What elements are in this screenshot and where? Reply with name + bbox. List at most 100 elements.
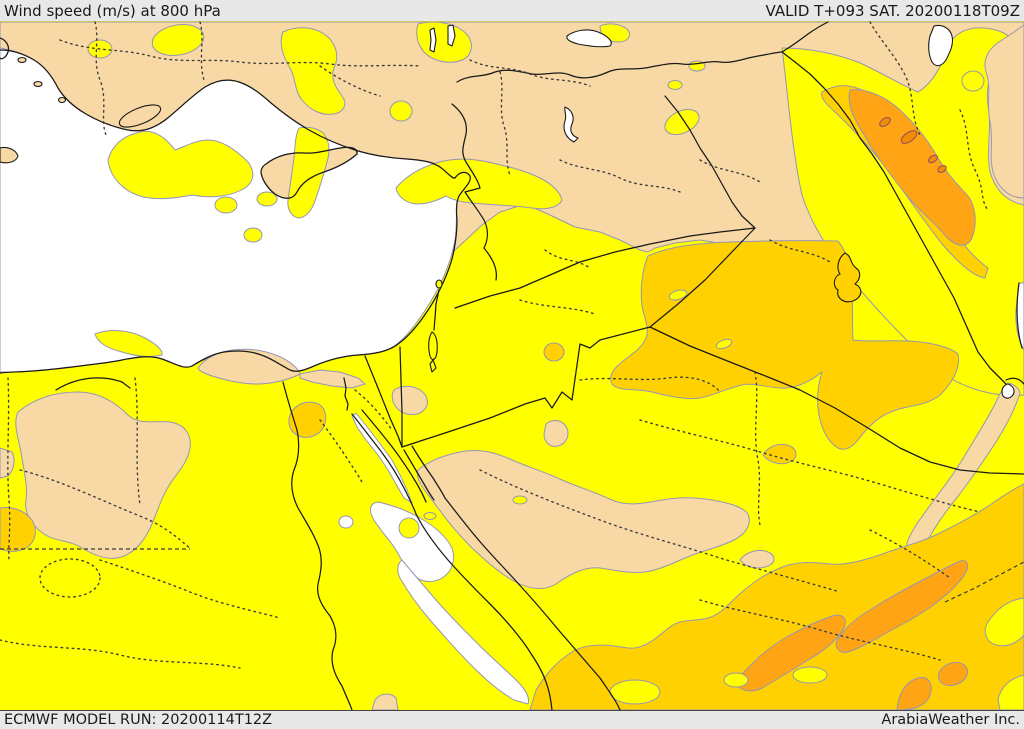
wind-band-orange-northeast [848, 89, 976, 246]
wind-band-orange-southeast [835, 560, 969, 653]
wind-band-gold-patch [543, 342, 565, 362]
wind-band-tan-patch [543, 420, 569, 447]
admin-boundary [19, 377, 191, 549]
admin-boundary [94, 21, 107, 136]
lake-van [566, 29, 612, 48]
suez-canal [343, 377, 349, 411]
wind-band-deep-orange-spot [879, 117, 891, 127]
admin-boundary [559, 159, 761, 193]
sea-of-galilee [435, 279, 443, 289]
admin-boundary [319, 389, 393, 483]
wind-band-yellow-patch [151, 24, 205, 56]
coastline-gulf-of-aqaba [403, 445, 446, 501]
border-turkey-iran [781, 21, 829, 53]
island [33, 80, 43, 88]
border-egypt-israel [364, 355, 403, 448]
admin-boundary [869, 21, 989, 211]
wind-band-tan-patch [371, 693, 399, 710]
lake [429, 27, 437, 53]
admin-boundary [199, 21, 381, 97]
wind-band-yellow-sea-patch [214, 196, 238, 214]
wind-band-yellow-sea-patch [243, 227, 263, 243]
border-turkey-syria-iraq [456, 51, 783, 83]
wind-band-tan-coastal-strip [299, 369, 366, 389]
wind-band-yellow-patch [667, 80, 683, 90]
wind-band-yellow-sea-patch [94, 330, 163, 357]
border-syria-jordan-iraq [454, 227, 756, 328]
forecast-map [0, 21, 1024, 710]
coastline-turkey-levant-egypt [0, 49, 471, 374]
admin-boundary [544, 249, 761, 526]
wind-band-yellow-hole [792, 666, 828, 684]
border-iraq-iran [781, 51, 1013, 391]
island [57, 96, 67, 104]
brand-label: ArabiaWeather Inc. [881, 712, 1020, 728]
wind-band-orange-southeast [734, 614, 846, 692]
gulf-of-suez-white [351, 412, 413, 504]
wind-band-yellow-hole [984, 597, 1024, 647]
wind-band-deep-orange-spot [928, 154, 938, 164]
coastline-kuwait [1005, 282, 1024, 385]
wind-band-tan-patch [739, 549, 775, 569]
wind-speed-map-canvas [0, 21, 1024, 710]
wind-band-yellow-hole [512, 495, 528, 505]
black-contour-egypt [55, 377, 131, 391]
nile-river [282, 381, 353, 710]
lake [447, 24, 456, 47]
island-cyprus-coastline [260, 146, 358, 199]
jordan-river [433, 289, 440, 331]
admin-boundary [0, 559, 281, 669]
wind-band-yellow-hole [997, 674, 1024, 710]
wind-band-yellow-sea-patch [256, 191, 278, 207]
model-run-label: ECMWF MODEL RUN: 20200114T12Z [4, 712, 273, 728]
wind-band-tan-patch [0, 447, 15, 479]
admin-boundary [639, 419, 981, 513]
wind-band-yellow-patch [280, 27, 346, 115]
sea-white-patch [338, 515, 354, 529]
coastline-aegean [0, 37, 10, 60]
border-saudi-iraq-kuwait [649, 326, 1024, 475]
admin-boundary [579, 376, 721, 393]
wind-band-yellow-hole [668, 289, 688, 301]
red-sea-white [397, 559, 529, 705]
lake-urmia [928, 24, 954, 67]
kuwait-bay [1001, 383, 1015, 399]
wind-band-tan-tabuk [416, 449, 750, 589]
wind-band-yellow-sea-patch [107, 130, 254, 200]
wind-band-yellow-hole [398, 517, 420, 539]
wind-band-deep-orange-spot [937, 165, 947, 173]
wind-band-yellow-hole [723, 672, 749, 688]
wind-band-yellow-sea-patch [389, 100, 413, 122]
border-israel-jordan [399, 346, 403, 448]
wind-band-tan-egypt-west [15, 391, 191, 559]
dead-sea [428, 331, 438, 373]
admin-boundary [944, 561, 1024, 603]
wind-band-yellow-hole [609, 679, 661, 705]
wind-band-orange-spot [937, 661, 969, 687]
red-sea-white [370, 501, 455, 582]
wind-band-yellow-sea-patch [287, 126, 330, 219]
wind-band-gold-patch [762, 443, 797, 465]
admin-boundary-libya [7, 377, 11, 561]
map-title: Wind speed (m/s) at 800 hPa [4, 1, 221, 20]
wind-band-yellow-patch [961, 70, 985, 92]
coastline-red-sea-west [415, 513, 553, 710]
wind-band-orange-spot [896, 676, 932, 710]
island [17, 56, 27, 64]
admin-boundary [519, 239, 831, 315]
wind-band-yellow-hole [423, 512, 437, 520]
map-header-bar: Wind speed (m/s) at 800 hPa VALID T+093 … [0, 0, 1024, 21]
coastline-red-sea-east [444, 497, 621, 710]
coastline-gulf-of-suez [351, 409, 427, 515]
island-rhodes [118, 104, 162, 128]
map-footer-bar: ECMWF MODEL RUN: 20200114T12Z ArabiaWeat… [0, 710, 1024, 729]
lake-tharthar [833, 252, 862, 303]
admin-boundary [699, 529, 951, 661]
wind-band-gold-southeast [529, 483, 1024, 710]
lake-tuz [563, 106, 579, 143]
border-jordan-saudi-zigzag [401, 326, 651, 448]
wind-band-yellow-hole [715, 338, 733, 350]
island-crete-tip [0, 146, 19, 164]
valid-time-label: VALID T+093 SAT. 20200118T09Z [765, 1, 1020, 20]
